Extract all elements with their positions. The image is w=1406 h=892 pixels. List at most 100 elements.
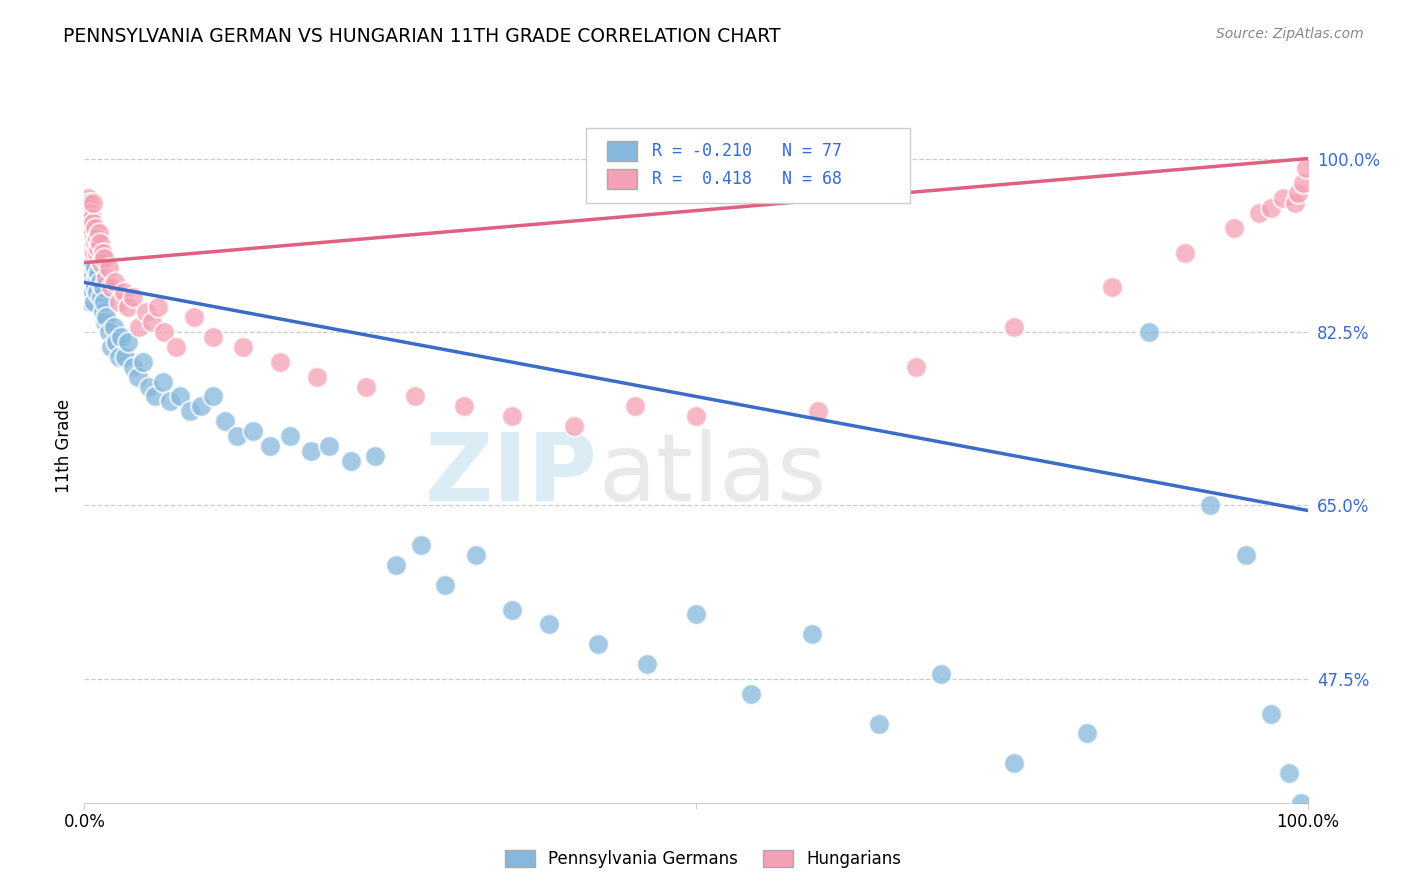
Point bbox=[77, 196, 100, 211]
Point bbox=[807, 404, 830, 418]
Point bbox=[135, 305, 157, 319]
Point bbox=[80, 241, 103, 255]
Point bbox=[1137, 325, 1160, 339]
Point bbox=[77, 226, 100, 240]
Point bbox=[624, 400, 647, 414]
Point bbox=[104, 276, 127, 290]
Point bbox=[740, 687, 762, 701]
Point bbox=[86, 231, 108, 245]
Point bbox=[1247, 206, 1270, 220]
Point bbox=[159, 394, 181, 409]
Point bbox=[127, 369, 149, 384]
Point bbox=[869, 716, 891, 731]
Point bbox=[214, 414, 236, 428]
Point bbox=[83, 231, 105, 245]
Point bbox=[226, 429, 249, 443]
Point bbox=[89, 276, 111, 290]
Point bbox=[77, 241, 100, 255]
Point bbox=[86, 245, 108, 260]
Point bbox=[143, 389, 166, 403]
Point bbox=[299, 444, 322, 458]
Point bbox=[87, 266, 110, 280]
Point bbox=[87, 251, 110, 265]
Point bbox=[96, 270, 118, 285]
Point bbox=[93, 295, 115, 310]
Point bbox=[76, 211, 98, 225]
FancyBboxPatch shape bbox=[606, 141, 637, 161]
Point bbox=[87, 241, 110, 255]
Point bbox=[77, 206, 100, 220]
Point bbox=[1198, 499, 1220, 513]
Point bbox=[90, 255, 112, 269]
Point bbox=[82, 255, 104, 269]
Point bbox=[801, 627, 824, 641]
Point bbox=[91, 305, 114, 319]
Point bbox=[1260, 201, 1282, 215]
Point bbox=[409, 538, 432, 552]
Point bbox=[91, 245, 114, 260]
Point bbox=[685, 607, 707, 622]
FancyBboxPatch shape bbox=[586, 128, 910, 203]
Point bbox=[79, 241, 101, 255]
FancyBboxPatch shape bbox=[606, 169, 637, 189]
Point bbox=[80, 226, 103, 240]
Point bbox=[364, 449, 387, 463]
Point bbox=[122, 290, 145, 304]
Point bbox=[179, 404, 201, 418]
Point bbox=[305, 369, 328, 384]
Point bbox=[93, 251, 115, 265]
Point bbox=[1272, 191, 1295, 205]
Point bbox=[79, 221, 101, 235]
Point bbox=[77, 231, 100, 245]
Point bbox=[110, 330, 132, 344]
Point bbox=[80, 260, 103, 275]
Point bbox=[586, 637, 609, 651]
Point bbox=[1236, 548, 1258, 562]
Point bbox=[1174, 245, 1197, 260]
Point bbox=[117, 300, 139, 314]
Point bbox=[153, 325, 176, 339]
Point bbox=[75, 216, 97, 230]
Point bbox=[90, 290, 112, 304]
Point bbox=[79, 295, 101, 310]
Point bbox=[107, 350, 129, 364]
Point bbox=[84, 235, 107, 250]
Text: PENNSYLVANIA GERMAN VS HUNGARIAN 11TH GRADE CORRELATION CHART: PENNSYLVANIA GERMAN VS HUNGARIAN 11TH GR… bbox=[63, 27, 780, 45]
Point bbox=[269, 355, 291, 369]
Point bbox=[278, 429, 301, 443]
Point bbox=[242, 424, 264, 438]
Point bbox=[128, 320, 150, 334]
Point bbox=[114, 350, 136, 364]
Point bbox=[190, 400, 212, 414]
Point bbox=[82, 216, 104, 230]
Point bbox=[79, 206, 101, 220]
Point bbox=[132, 355, 155, 369]
Point bbox=[232, 340, 254, 354]
Point bbox=[79, 280, 101, 294]
Point bbox=[318, 439, 340, 453]
Point bbox=[112, 285, 135, 300]
Text: R =  0.418   N = 68: R = 0.418 N = 68 bbox=[652, 170, 842, 188]
Point bbox=[82, 196, 104, 211]
Point bbox=[84, 260, 107, 275]
Point bbox=[103, 320, 125, 334]
Point bbox=[685, 409, 707, 424]
Point bbox=[91, 280, 114, 294]
Point bbox=[86, 285, 108, 300]
Point bbox=[83, 295, 105, 310]
Point bbox=[538, 617, 561, 632]
Point bbox=[107, 295, 129, 310]
Point bbox=[77, 290, 100, 304]
Point bbox=[117, 334, 139, 349]
Point bbox=[1284, 196, 1306, 211]
Point bbox=[77, 276, 100, 290]
Point bbox=[1278, 766, 1301, 780]
Point bbox=[1291, 796, 1313, 810]
Point bbox=[82, 235, 104, 250]
Point bbox=[1002, 320, 1025, 334]
Text: atlas: atlas bbox=[598, 428, 827, 521]
Point bbox=[165, 340, 187, 354]
Point bbox=[562, 419, 585, 434]
Point bbox=[86, 270, 108, 285]
Point bbox=[84, 280, 107, 294]
